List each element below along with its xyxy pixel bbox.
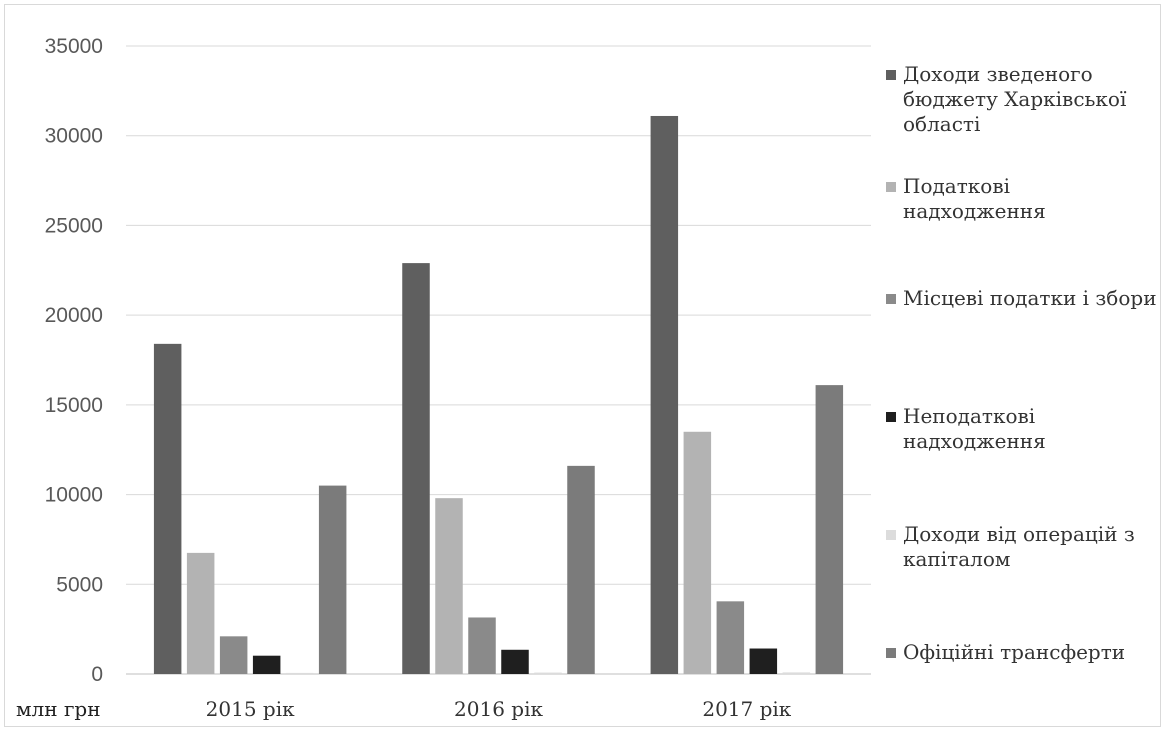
bar-2-1: [186, 552, 215, 674]
legend-label: Податкові надходження: [903, 174, 1046, 223]
bar-6-3: [815, 385, 844, 674]
legend-swatch: [886, 182, 896, 192]
y-tick-label: 10000: [45, 484, 103, 507]
y-tick-label: 5000: [56, 573, 103, 596]
x-category-label: 2016 рік: [454, 697, 543, 721]
y-tick-label: 0: [91, 663, 103, 686]
legend-label: Неподаткові надходження: [903, 404, 1046, 453]
bar-2-3: [683, 431, 712, 674]
y-axis-ticks: 0 5000 10000 15000 20000 25000 30000 35000: [45, 35, 103, 686]
bar-4-2: [501, 649, 529, 674]
bars: [153, 115, 844, 674]
legend-swatch: [886, 412, 896, 422]
x-category-label: 2017 рік: [702, 697, 791, 721]
bar-1-2: [402, 263, 430, 674]
legend-swatch: [886, 70, 896, 80]
bar-4-3: [749, 648, 778, 674]
legend-label: Доходи зведеного бюджету Харківської обл…: [903, 62, 1127, 136]
y-tick-label: 20000: [45, 304, 103, 327]
bar-6-2: [567, 465, 595, 674]
bar-5-1: [285, 672, 314, 674]
bar-3-2: [468, 617, 496, 674]
bar-5-2: [534, 672, 562, 674]
bar-1-1: [153, 343, 182, 674]
legend-swatch: [886, 294, 896, 304]
legend-label: Місцеві податки і збори: [903, 286, 1157, 310]
bar-4-1: [252, 655, 281, 674]
bar-6-1: [318, 485, 347, 674]
legend-swatch: [886, 648, 896, 658]
y-tick-label: 35000: [45, 35, 103, 58]
bar-2-2: [435, 498, 463, 674]
legend-swatch: [886, 530, 896, 540]
bar-5-3: [782, 672, 811, 674]
x-category-label: 2015 рік: [206, 697, 295, 721]
bar-3-1: [219, 636, 248, 674]
bar-3-3: [716, 601, 745, 674]
bar-1-3: [650, 115, 679, 674]
y-tick-label: 25000: [45, 214, 103, 237]
y-axis-unit-label: млн грн: [16, 697, 101, 721]
y-tick-label: 15000: [45, 394, 103, 417]
gridlines: [126, 45, 871, 675]
x-axis-categories: 2015 рік 2016 рік 2017 рік: [206, 697, 792, 721]
legend-label: Офіційні трансферти: [903, 640, 1126, 664]
legend-label: Доходи від операцій з капіталом: [903, 522, 1135, 571]
y-tick-label: 30000: [45, 125, 103, 148]
